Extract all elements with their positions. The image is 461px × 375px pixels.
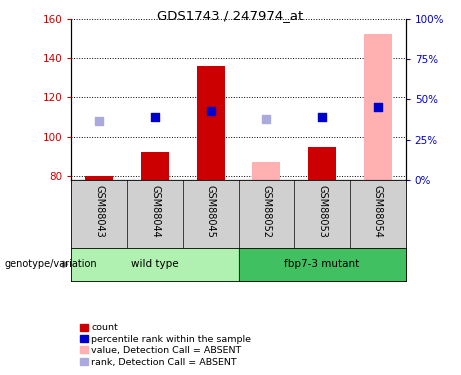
Point [263, 116, 270, 122]
Bar [141, 153, 169, 180]
Text: GSM88054: GSM88054 [373, 185, 383, 238]
Bar [253, 162, 280, 180]
Text: GSM88045: GSM88045 [206, 185, 216, 238]
Point [95, 118, 103, 124]
Text: GSM88043: GSM88043 [95, 185, 104, 238]
Text: GSM88044: GSM88044 [150, 185, 160, 238]
Legend: count, percentile rank within the sample, value, Detection Call = ABSENT, rank, : count, percentile rank within the sample… [76, 320, 255, 370]
Bar [308, 147, 336, 180]
Text: GSM88053: GSM88053 [317, 185, 327, 238]
Point [151, 114, 159, 120]
Point [319, 114, 326, 120]
Text: GDS1743 / 247974_at: GDS1743 / 247974_at [157, 9, 304, 22]
Point [207, 108, 214, 114]
Text: genotype/variation: genotype/variation [5, 260, 97, 269]
Text: fbp7-3 mutant: fbp7-3 mutant [284, 260, 360, 269]
Text: wild type: wild type [131, 260, 179, 269]
Text: GSM88052: GSM88052 [261, 185, 272, 238]
Bar [85, 176, 113, 180]
Point [374, 104, 382, 110]
Bar [197, 66, 225, 180]
Bar [364, 34, 392, 180]
